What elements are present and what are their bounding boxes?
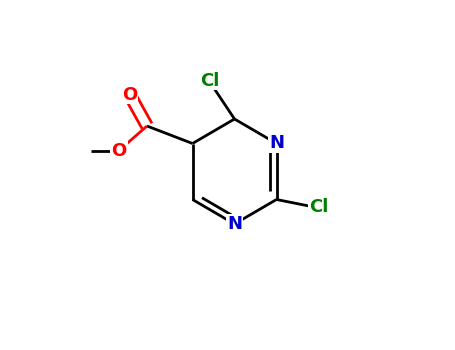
Text: O: O xyxy=(122,85,137,104)
Text: Cl: Cl xyxy=(309,197,328,216)
Text: O: O xyxy=(111,141,126,160)
Text: Cl: Cl xyxy=(200,71,220,90)
Text: N: N xyxy=(269,134,284,153)
Text: N: N xyxy=(227,215,242,233)
